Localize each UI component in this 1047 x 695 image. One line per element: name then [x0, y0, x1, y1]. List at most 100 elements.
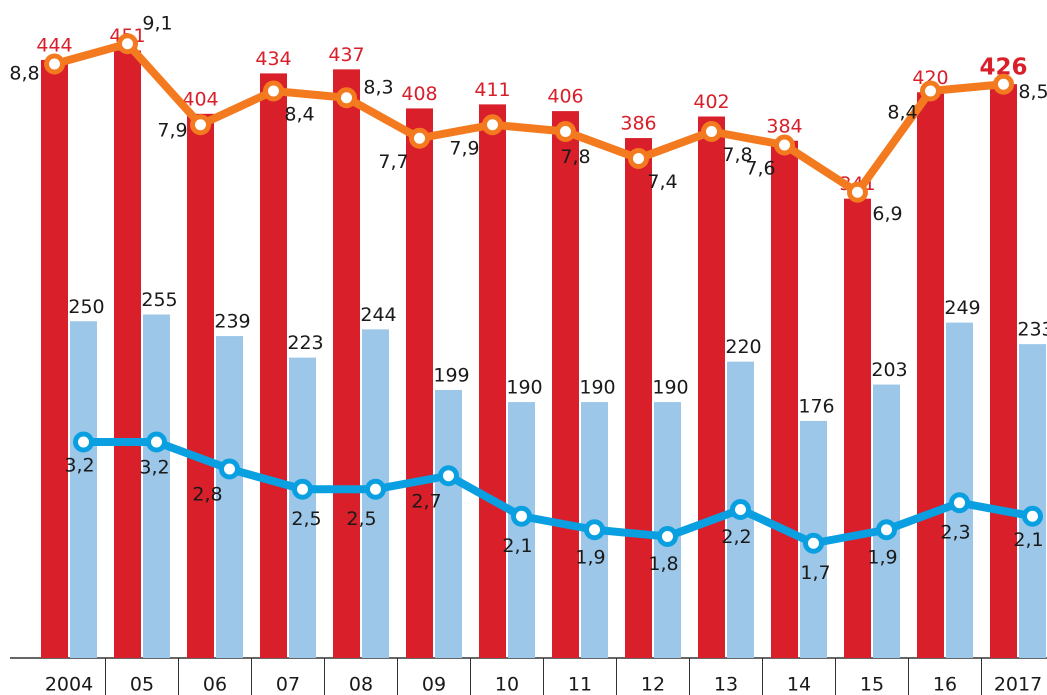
- line-value-label: 6,9: [872, 203, 902, 225]
- line-value-label: 2,3: [940, 521, 970, 543]
- line-value-label: 9,1: [142, 12, 172, 34]
- line-point: [295, 481, 311, 497]
- bar: [479, 104, 506, 658]
- line-value-label: 2,1: [1013, 529, 1043, 551]
- x-tick-label: 15: [860, 674, 884, 695]
- bar: [70, 321, 97, 658]
- line-point: [1025, 508, 1041, 524]
- line-value-label: 2,5: [346, 508, 376, 530]
- line-point: [850, 184, 866, 200]
- bar-value-label: 402: [693, 91, 729, 113]
- line-value-label: 7,6: [745, 158, 775, 180]
- x-tick-label: 12: [641, 674, 665, 695]
- line-point: [952, 495, 968, 511]
- bar-value-label: 220: [725, 336, 761, 358]
- bar-value-label: 190: [579, 377, 615, 399]
- line-value-label: 3,2: [139, 457, 169, 479]
- line-value-label: 7,8: [560, 146, 590, 168]
- line-point: [923, 83, 939, 99]
- bar-value-label: 444: [36, 34, 72, 56]
- line-value-label: 2,1: [502, 535, 532, 557]
- bar-value-label: 411: [474, 79, 510, 101]
- bar: [552, 111, 579, 658]
- line-value-label: 3,2: [64, 455, 94, 477]
- bar-value-label: 233: [1017, 319, 1047, 341]
- line-value-label: 7,9: [449, 137, 479, 159]
- bar: [698, 117, 725, 658]
- bar-value-label: 250: [68, 296, 104, 318]
- bar: [625, 138, 652, 658]
- bar-value-label: 190: [506, 377, 542, 399]
- bar-value-label: 406: [547, 86, 583, 108]
- line-value-label: 2,5: [291, 508, 321, 530]
- line-point: [76, 434, 92, 450]
- bar-value-label: 434: [255, 48, 291, 70]
- x-tick-label: 05: [130, 674, 154, 695]
- x-tick-label: 14: [787, 674, 811, 695]
- line-point: [47, 56, 63, 72]
- line-point: [806, 535, 822, 551]
- line-value-label: 7,9: [157, 119, 187, 141]
- line-point: [777, 137, 793, 153]
- x-tick-label: 2017: [994, 674, 1042, 695]
- bar-value-label: 244: [360, 304, 396, 326]
- line-point: [120, 36, 136, 52]
- line-point: [996, 76, 1012, 92]
- bar: [143, 315, 170, 658]
- bar: [333, 69, 360, 658]
- bar: [844, 199, 871, 658]
- line-value-label: 1,8: [648, 553, 678, 575]
- line-point: [368, 481, 384, 497]
- line-point: [222, 461, 238, 477]
- bar: [1019, 344, 1046, 658]
- page: {"chart_data": {"type": "bar", "categori…: [0, 0, 1047, 695]
- bar: [917, 92, 944, 658]
- line-point: [558, 124, 574, 140]
- line-point: [660, 529, 676, 545]
- x-tick-label: 07: [276, 674, 300, 695]
- bar: [990, 84, 1017, 658]
- x-tick-label: 13: [714, 674, 738, 695]
- line-point: [704, 124, 720, 140]
- bar: [260, 73, 287, 658]
- bar: [435, 390, 462, 658]
- line-value-label: 2,8: [192, 484, 222, 506]
- line-value-label: 8,8: [9, 63, 39, 85]
- x-tick-label: 09: [422, 674, 446, 695]
- x-tick-label: 16: [933, 674, 957, 695]
- line-point: [266, 83, 282, 99]
- line-point: [733, 502, 749, 518]
- line-value-label: 7,7: [378, 151, 408, 173]
- line-value-label: 1,7: [800, 562, 830, 584]
- line-value-label: 7,4: [647, 171, 677, 193]
- line-point: [149, 434, 165, 450]
- bar: [508, 402, 535, 658]
- bar: [41, 60, 68, 658]
- line-value-label: 8,5: [1018, 81, 1047, 103]
- line-point: [631, 151, 647, 167]
- line-point: [485, 117, 501, 133]
- line-value-label: 8,4: [284, 104, 314, 126]
- bar-value-label: 223: [287, 332, 323, 354]
- line-value-label: 2,7: [411, 490, 441, 512]
- line-value-label: 8,4: [887, 102, 917, 124]
- x-tick-label: 2004: [45, 674, 93, 695]
- line-point: [412, 130, 428, 146]
- bar: [771, 141, 798, 658]
- bar: [114, 51, 141, 658]
- bar: [946, 323, 973, 658]
- line-point: [879, 522, 895, 538]
- bar: [406, 108, 433, 658]
- x-tick-label: 08: [349, 674, 373, 695]
- line-point: [193, 117, 209, 133]
- bar-value-label: 437: [328, 44, 364, 66]
- bar-value-label: 249: [944, 297, 980, 319]
- bar-value-label: 408: [401, 83, 437, 105]
- bar-value-label: 199: [433, 364, 469, 386]
- bar: [187, 114, 214, 658]
- line-point: [587, 522, 603, 538]
- x-tick-label: 06: [203, 674, 227, 695]
- chart: 2004050607080910111213141516201744445140…: [0, 0, 1047, 695]
- bar-value-label: 386: [620, 113, 656, 135]
- x-tick-label: 11: [568, 674, 592, 695]
